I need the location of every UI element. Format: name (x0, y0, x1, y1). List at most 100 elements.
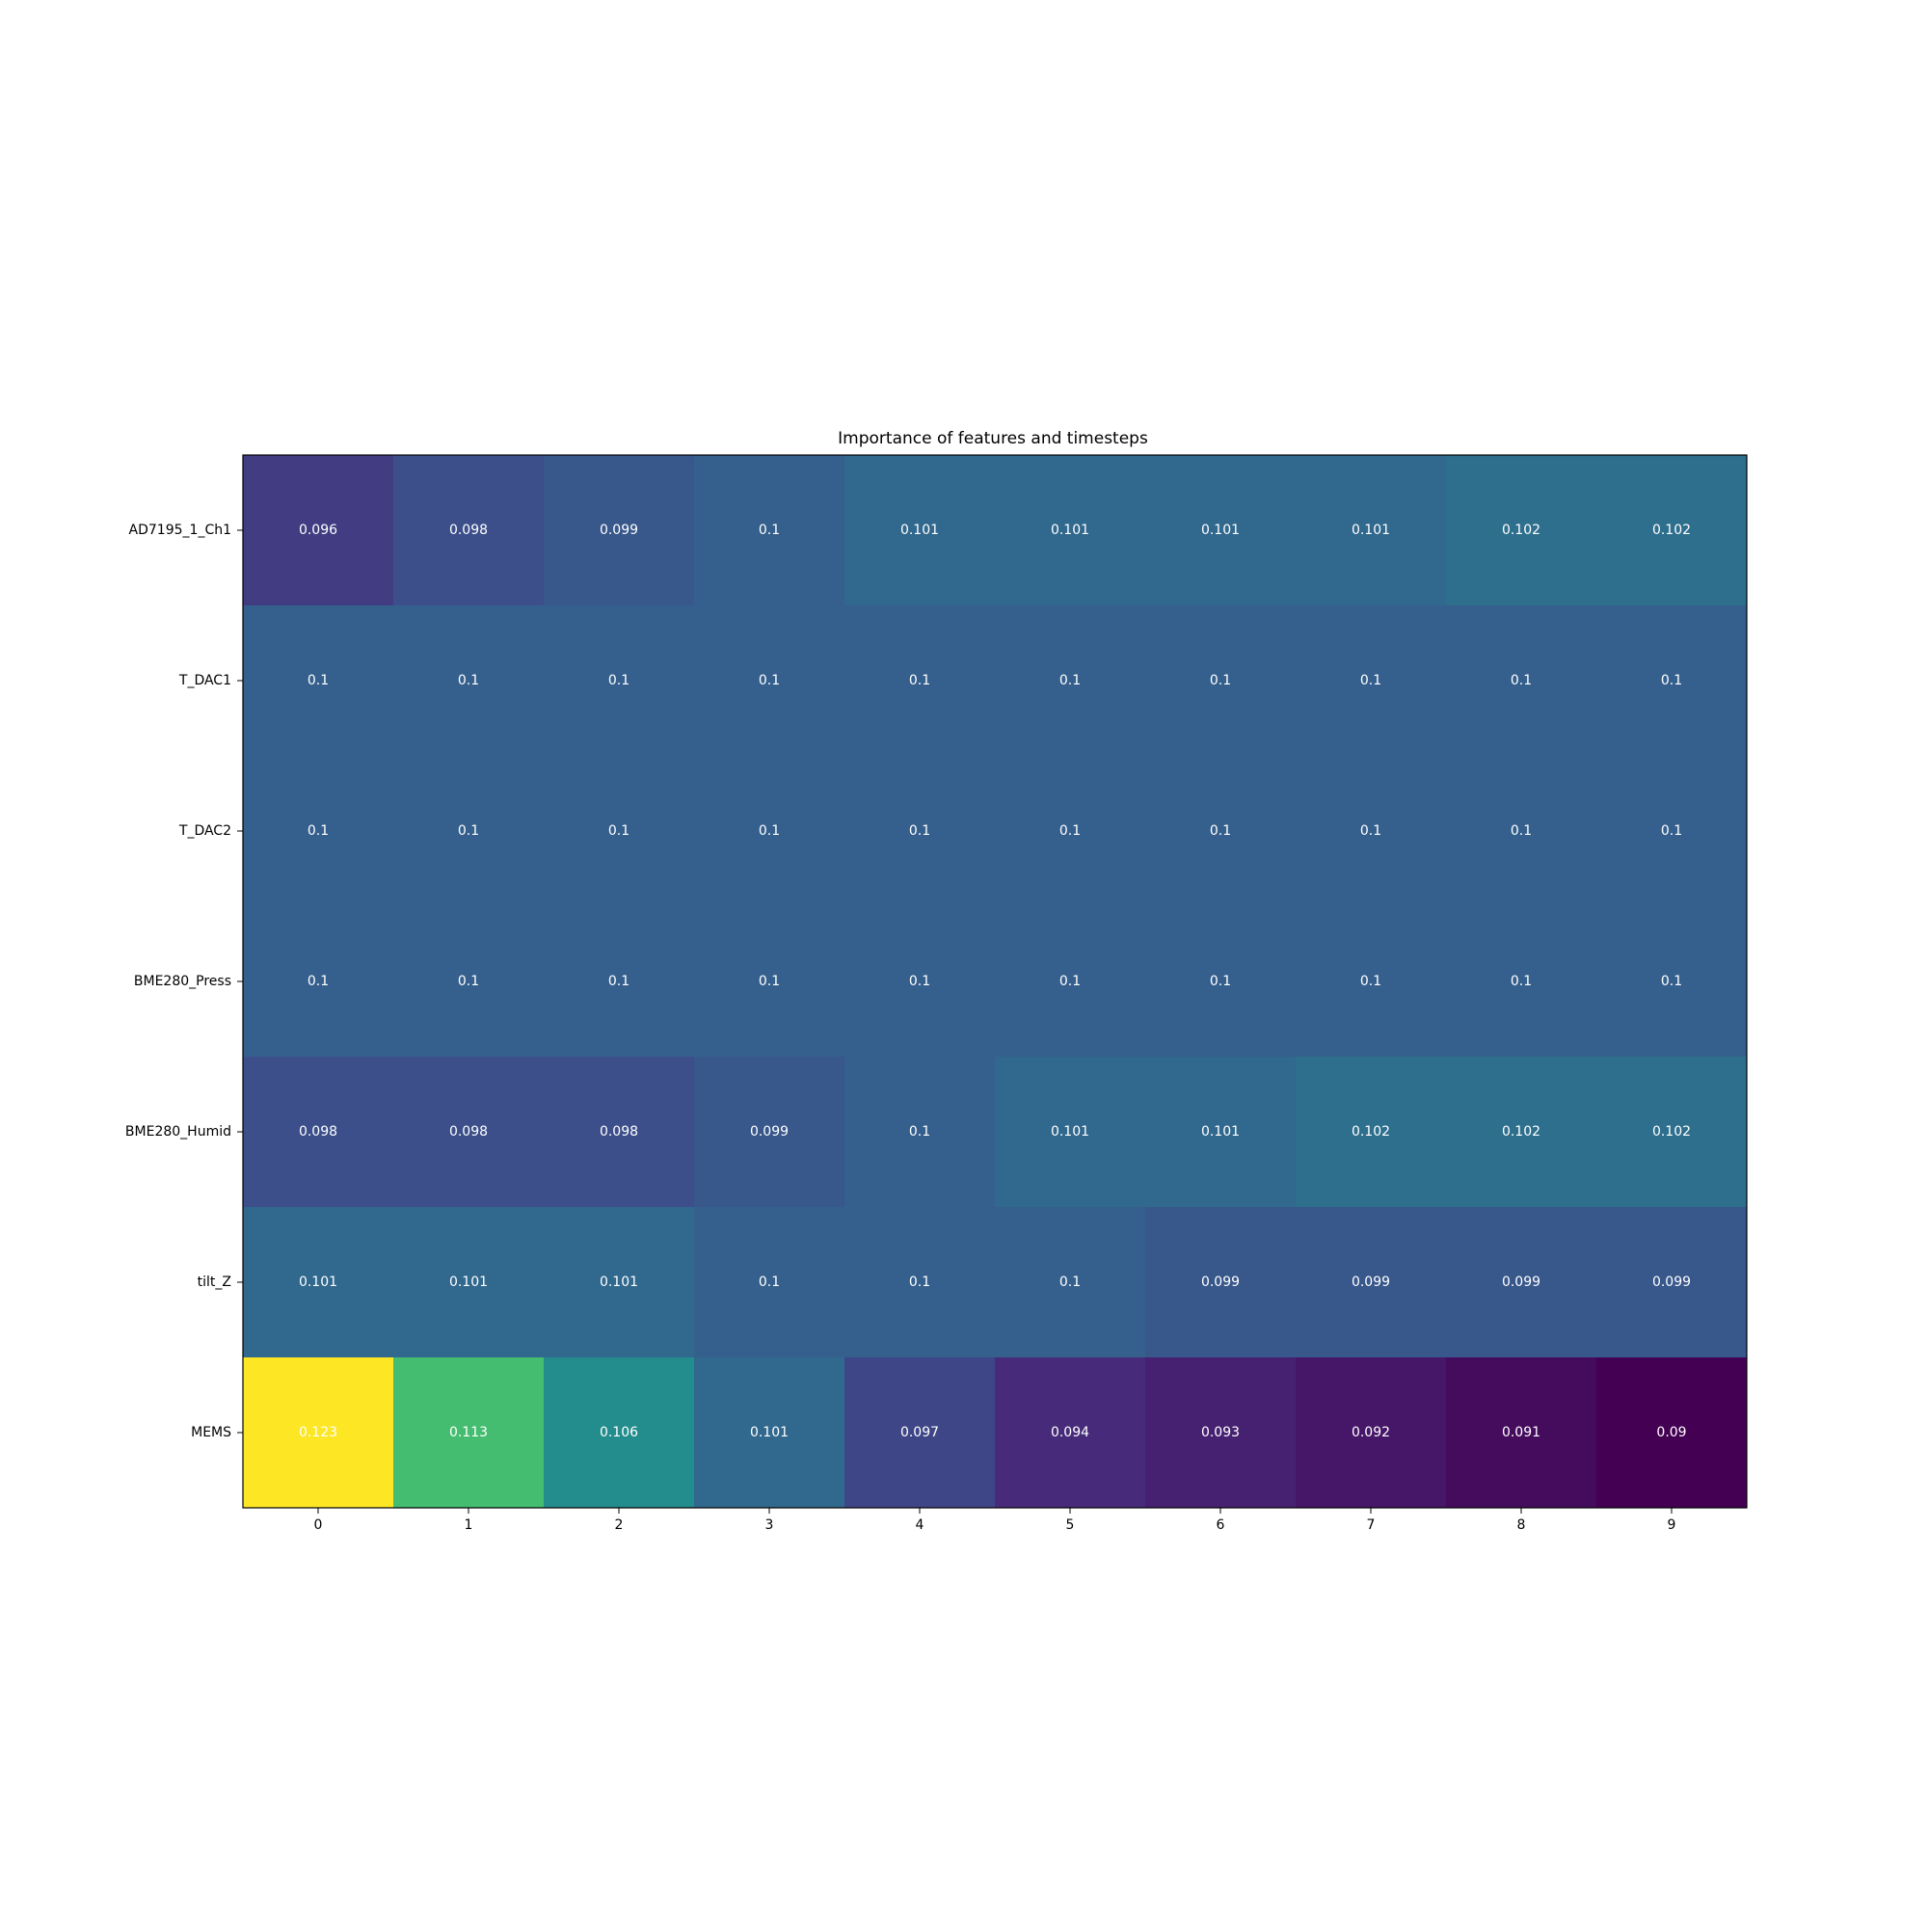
heatmap-cell-label: 0.1 (308, 823, 329, 839)
heatmap-cell (694, 605, 845, 757)
heatmap-cell-label: 0.1 (458, 823, 479, 839)
heatmap-cell (844, 605, 996, 757)
plot-frame (242, 454, 1748, 1509)
chart-title: Importance of features and timesteps (838, 429, 1148, 448)
heatmap-cell (1145, 756, 1297, 907)
heatmap-cell (694, 1207, 845, 1358)
heatmap-cell (1446, 605, 1597, 757)
heatmap-cell (393, 1207, 545, 1358)
y-tick-label: T_DAC1 (178, 673, 231, 688)
heatmap-cell-label: 0.092 (1352, 1425, 1390, 1440)
x-tick-label: 0 (314, 1517, 323, 1533)
x-tick-label: 2 (615, 1517, 624, 1533)
heatmap-cell (1145, 1357, 1297, 1509)
heatmap-cell-label: 0.101 (600, 1275, 638, 1290)
heatmap-cell-label: 0.1 (909, 673, 930, 688)
heatmap-cell-label: 0.1 (1360, 673, 1381, 688)
x-tick-label: 6 (1217, 1517, 1225, 1533)
x-axis-ticks: 0 1 2 3 4 5 6 7 8 9 (314, 1508, 1675, 1533)
heatmap-cell (694, 906, 845, 1058)
heatmap-cell (1145, 906, 1297, 1058)
heatmap-cell (393, 1357, 545, 1509)
heatmap-cell-label: 0.1 (1210, 823, 1231, 839)
heatmap-cell-label: 0.093 (1201, 1425, 1240, 1440)
heatmap-cell (243, 1057, 394, 1208)
heatmap-cell (1145, 605, 1297, 757)
heatmap-cell-label: 0.101 (299, 1275, 337, 1290)
heatmap-cell (544, 1057, 695, 1208)
heatmap-cell (544, 906, 695, 1058)
heatmap-cell (544, 455, 695, 606)
heatmap-cell (1596, 455, 1748, 606)
heatmap-cell (995, 756, 1146, 907)
heatmap-cell-label: 0.113 (449, 1425, 488, 1440)
heatmap-cell-label: 0.1 (1661, 974, 1682, 989)
heatmap-cell-label: 0.099 (600, 523, 638, 538)
heatmap-cell-label: 0.1 (909, 1124, 930, 1140)
heatmap-cell (995, 455, 1146, 606)
heatmap-cell (393, 455, 545, 606)
heatmap-cell (844, 455, 996, 606)
heatmap-cell-label: 0.102 (1652, 1124, 1691, 1140)
heatmap-cell-label: 0.102 (1502, 1124, 1540, 1140)
heatmap-cell-label: 0.101 (1201, 523, 1240, 538)
heatmap-cell (995, 1057, 1146, 1208)
heatmap-cell (1596, 756, 1748, 907)
heatmap-cell (995, 605, 1146, 757)
heatmap-cell (243, 906, 394, 1058)
heatmap-cell-label: 0.097 (900, 1425, 939, 1440)
heatmap-cell (694, 1057, 845, 1208)
heatmap-cell (393, 1057, 545, 1208)
heatmap-cell-label: 0.1 (308, 673, 329, 688)
heatmap-cell-label: 0.1 (1511, 673, 1532, 688)
heatmap-cell-label: 0.1 (1059, 974, 1081, 989)
heatmap-cell (1446, 906, 1597, 1058)
x-tick-label: 7 (1367, 1517, 1376, 1533)
heatmap-cell-label: 0.101 (449, 1275, 488, 1290)
heatmap-cell-label: 0.102 (1352, 1124, 1390, 1140)
heatmap-cell (694, 1357, 845, 1509)
heatmap-cell-label: 0.102 (1502, 523, 1540, 538)
heatmap-cell-label: 0.106 (600, 1425, 638, 1440)
heatmap-cell-label: 0.1 (1511, 974, 1532, 989)
heatmap-cell-label: 0.099 (1502, 1275, 1540, 1290)
heatmap-cell-label: 0.099 (1201, 1275, 1240, 1290)
y-tick-label: AD7195_1_Ch1 (129, 523, 231, 538)
heatmap-cell-label: 0.091 (1502, 1425, 1540, 1440)
y-tick-label: BME280_Humid (125, 1124, 231, 1140)
y-axis-ticks: AD7195_1_Ch1 T_DAC1 T_DAC2 BME280_Press BME2… (125, 523, 243, 1440)
heatmap-cell-label: 0.1 (1059, 823, 1081, 839)
x-tick-label: 1 (465, 1517, 473, 1533)
heatmap-cell-label: 0.101 (1051, 523, 1089, 538)
heatmap-cell (1596, 605, 1748, 757)
heatmap-cell (1596, 1057, 1748, 1208)
heatmap-cell-label: 0.096 (299, 523, 337, 538)
heatmap-cell (243, 1357, 394, 1509)
heatmap-cell (1446, 1207, 1597, 1358)
heatmap-cell-label: 0.1 (608, 974, 629, 989)
x-tick-label: 3 (765, 1517, 774, 1533)
heatmap-cell-label: 0.099 (1352, 1275, 1390, 1290)
heatmap-cell-label: 0.1 (608, 823, 629, 839)
heatmap-cell (1296, 605, 1447, 757)
heatmap-cell-label: 0.1 (1661, 823, 1682, 839)
heatmap-cell (1145, 1207, 1297, 1358)
heatmap-cell (1296, 756, 1447, 907)
heatmap-cell-label: 0.101 (1352, 523, 1390, 538)
heatmap-cell-label: 0.1 (1059, 1275, 1081, 1290)
x-tick-label: 5 (1066, 1517, 1075, 1533)
heatmap-cell-label: 0.1 (1360, 823, 1381, 839)
heatmap-cell-label: 0.101 (900, 523, 939, 538)
heatmap-cell (1446, 756, 1597, 907)
heatmap-cell (393, 756, 545, 907)
heatmap-cell-label: 0.1 (909, 1275, 930, 1290)
heatmap-cell (243, 1207, 394, 1358)
heatmap-cell (844, 1057, 996, 1208)
heatmap-cell (544, 1207, 695, 1358)
y-tick-label: MEMS (191, 1425, 231, 1440)
heatmap-cell-label: 0.098 (449, 523, 488, 538)
heatmap-cell-label: 0.101 (1201, 1124, 1240, 1140)
heatmap-cell-label: 0.1 (1059, 673, 1081, 688)
heatmap-cell (1296, 455, 1447, 606)
heatmap-cell (393, 605, 545, 757)
